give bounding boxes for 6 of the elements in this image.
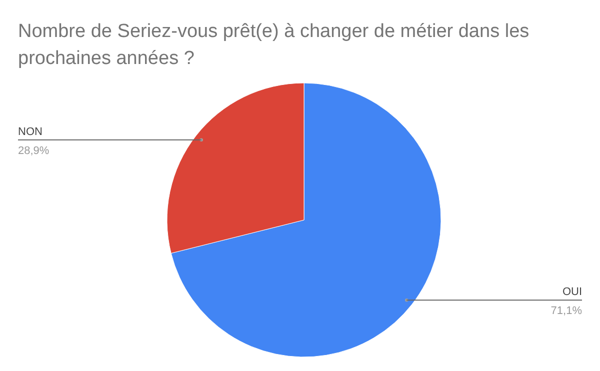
data-label: 71,1% xyxy=(550,305,582,318)
slice-label: NON xyxy=(18,126,42,138)
slice-label: OUI xyxy=(562,286,582,298)
pie-slice xyxy=(170,82,442,358)
data-label: 28,9% xyxy=(18,144,50,157)
chart-title: Nombre de Seriez-vous prêt(e) à changer de métier dans les prochaines années ? xyxy=(18,20,530,71)
